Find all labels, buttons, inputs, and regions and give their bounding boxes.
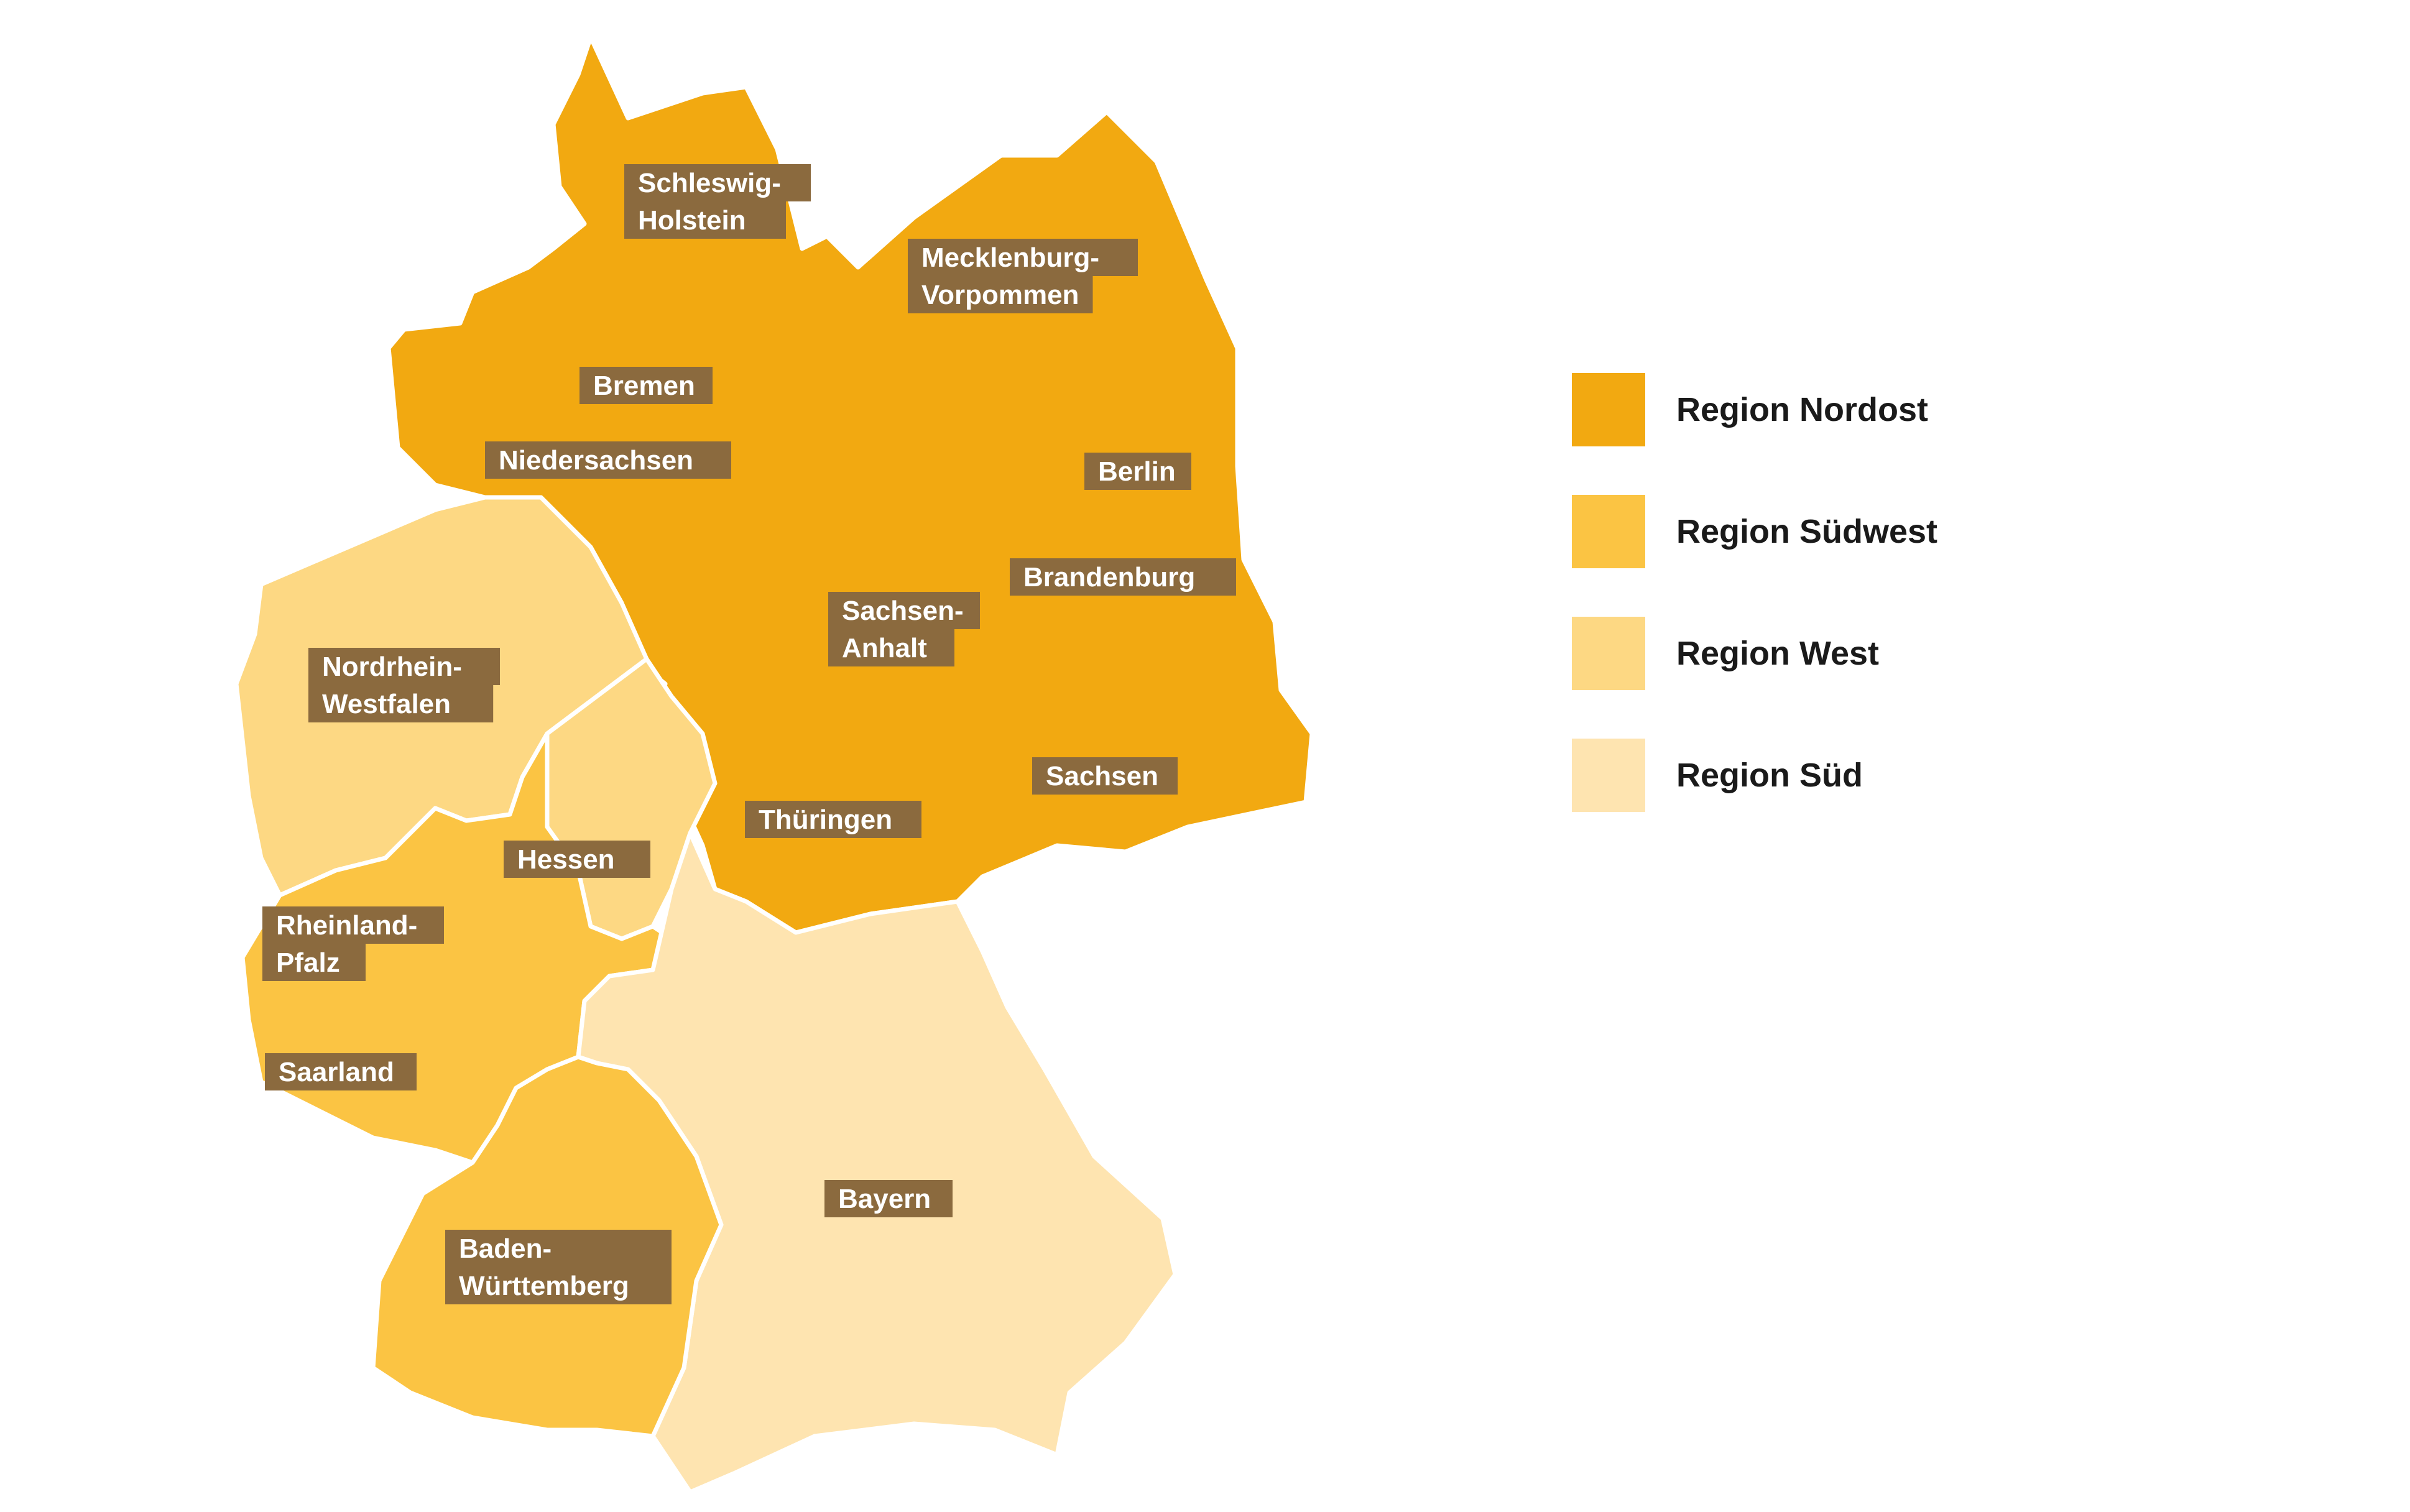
state-label-hessen: Hessen [504, 841, 650, 878]
state-label-rheinland-pfalz: Rheinland- Pfalz [262, 906, 444, 981]
state-label-mecklenburg-vorpommern: Mecklenburg- Vorpommen [908, 239, 1138, 313]
state-label-text: Mecklenburg- [921, 242, 1099, 273]
state-label-berlin: Berlin [1084, 453, 1191, 490]
state-label-box [1010, 558, 1236, 596]
state-label-box [624, 201, 786, 239]
legend-label: Region Nordost [1676, 391, 1928, 428]
legend-swatch [1572, 739, 1645, 812]
state-label-text: Hessen [517, 844, 615, 875]
state-label-text: Thüringen [759, 804, 892, 835]
state-label-text: Nordrhein- [322, 652, 462, 682]
state-label-box [579, 367, 713, 404]
state-label-niedersachsen: Niedersachsen [485, 441, 731, 479]
state-label-box [485, 441, 731, 479]
state-label-text: Westfalen [322, 689, 451, 719]
legend-label: Region Südwest [1676, 513, 1938, 550]
state-labels: Schleswig- Holstein Mecklenburg- Vorpommen B… [262, 164, 1236, 1304]
state-label-box [828, 629, 954, 666]
state-label-box [1032, 757, 1178, 795]
state-label-nordrhein-westfalen: Nordrhein- Westfalen [308, 648, 500, 722]
state-label-text: Württemberg [459, 1271, 629, 1301]
legend-swatch [1572, 373, 1645, 446]
state-label-schleswig-holstein: Schleswig- Holstein [624, 164, 811, 239]
state-label-sachsen-anhalt: Sachsen- Anhalt [828, 592, 980, 666]
state-label-bayern: Bayern [824, 1180, 953, 1217]
state-label-bremen: Bremen [579, 367, 713, 404]
state-label-box [504, 841, 650, 878]
state-label-text: Berlin [1098, 456, 1176, 487]
state-label-box [308, 648, 500, 685]
state-label-text: Baden- [459, 1233, 552, 1264]
state-label-text: Brandenburg [1023, 562, 1195, 592]
state-label-text: Sachsen- [842, 596, 964, 626]
state-label-text: Vorpommen [921, 280, 1079, 310]
state-label-box [828, 592, 980, 629]
state-label-text: Holstein [638, 205, 746, 236]
state-label-box [262, 944, 366, 981]
legend-swatch [1572, 617, 1645, 690]
state-label-box [262, 906, 444, 944]
state-label-box [445, 1267, 672, 1304]
legend-label: Region Süd [1676, 757, 1863, 794]
state-label-box [824, 1180, 953, 1217]
state-label-box [1084, 453, 1191, 490]
state-label-thueringen: Thüringen [745, 801, 921, 838]
state-label-box [908, 276, 1093, 313]
legend-label: Region West [1676, 635, 1880, 672]
legend-swatch [1572, 495, 1645, 568]
state-label-box [745, 801, 921, 838]
state-label-box [624, 164, 811, 201]
state-label-text: Rheinland- [276, 910, 417, 941]
state-label-text: Pfalz [276, 947, 340, 978]
state-label-text: Niedersachsen [499, 445, 693, 476]
state-label-saarland: Saarland [265, 1053, 417, 1090]
state-label-box [908, 239, 1138, 276]
state-label-box [265, 1053, 417, 1090]
state-label-box [308, 685, 494, 722]
state-label-box [445, 1230, 672, 1267]
state-label-brandenburg: Brandenburg [1010, 558, 1236, 596]
state-label-sachsen: Sachsen [1032, 757, 1178, 795]
state-label-text: Saarland [279, 1057, 394, 1087]
state-label-baden-wuerttemberg: Baden- Württemberg [445, 1230, 672, 1304]
state-label-text: Sachsen [1046, 761, 1158, 791]
state-label-text: Anhalt [842, 633, 927, 663]
state-label-text: Bayern [838, 1184, 931, 1214]
state-label-text: Bremen [593, 371, 695, 401]
state-label-text: Schleswig- [638, 168, 781, 198]
